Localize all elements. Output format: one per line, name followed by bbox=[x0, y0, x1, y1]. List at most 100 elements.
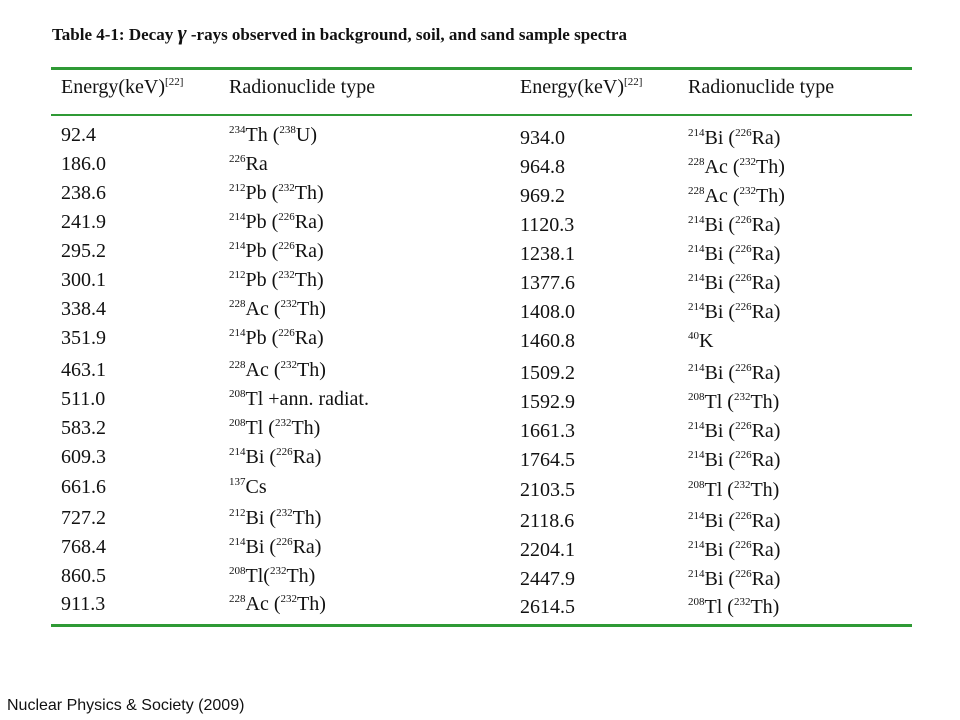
nuclide-cell-left: 228Ac (232Th) bbox=[229, 298, 326, 320]
energy-cell-left: 338.4 bbox=[61, 298, 106, 320]
title-prefix: Table 4-1: Decay bbox=[52, 25, 174, 44]
table-row: 463.1 228Ac (232Th) 1509.2 214Bi (226Ra) bbox=[51, 359, 912, 388]
nuclide-cell-left: 212Pb (232Th) bbox=[229, 182, 324, 204]
nuclide-cell-right: 214Bi (226Ra) bbox=[688, 510, 781, 532]
nuclide-cell-left: 137Cs bbox=[229, 476, 267, 498]
nuclide-cell-left: 214Pb (226Ra) bbox=[229, 240, 324, 262]
table-row: 609.3 214Bi (226Ra) 1764.5 214Bi (226Ra) bbox=[51, 446, 912, 475]
header-energy-right-ref: [22] bbox=[624, 76, 643, 88]
energy-cell-right: 934.0 bbox=[520, 127, 565, 149]
energy-cell-left: 583.2 bbox=[61, 417, 106, 439]
nuclide-cell-right: 214Bi (226Ra) bbox=[688, 243, 781, 265]
energy-cell-left: 511.0 bbox=[61, 388, 106, 410]
energy-cell-right: 1509.2 bbox=[520, 362, 575, 384]
energy-cell-left: 92.4 bbox=[61, 124, 96, 146]
nuclide-cell-right: 228Ac (232Th) bbox=[688, 185, 785, 207]
nuclide-cell-left: 228Ac (232Th) bbox=[229, 359, 326, 381]
table-title: Table 4-1: Decay γ -rays observed in bac… bbox=[52, 20, 627, 46]
nuclide-cell-right: 228Ac (232Th) bbox=[688, 156, 785, 178]
table-row: 727.2 212Bi (232Th) 2118.6 214Bi (226Ra) bbox=[51, 507, 912, 536]
nuclide-cell-left: 214Bi (226Ra) bbox=[229, 446, 322, 468]
energy-cell-left: 463.1 bbox=[61, 359, 106, 381]
energy-cell-right: 2204.1 bbox=[520, 539, 575, 561]
footer-source: Nuclear Physics & Society (2009) bbox=[7, 697, 245, 714]
energy-cell-right: 2447.9 bbox=[520, 568, 575, 590]
title-suffix: -rays observed in background, soil, and … bbox=[186, 25, 627, 44]
energy-cell-right: 1120.3 bbox=[520, 214, 575, 236]
table-row: 511.0 208Tl +ann. radiat. 1592.9 208Tl (232… bbox=[51, 388, 912, 417]
header-energy-right-label: Energy(keV) bbox=[520, 76, 625, 98]
header-nuclide-right: Radionuclide type bbox=[688, 76, 835, 98]
nuclide-cell-left: 212Bi (232Th) bbox=[229, 507, 322, 529]
energy-cell-left: 609.3 bbox=[61, 446, 106, 468]
energy-cell-left: 295.2 bbox=[61, 240, 106, 262]
energy-cell-left: 727.2 bbox=[61, 507, 106, 529]
nuclide-cell-right: 208Tl (232Th) bbox=[688, 391, 780, 413]
nuclide-cell-right: 214Bi (226Ra) bbox=[688, 272, 781, 294]
nuclide-cell-right: 214Bi (226Ra) bbox=[688, 539, 781, 561]
energy-cell-left: 238.6 bbox=[61, 182, 106, 204]
nuclide-cell-left: 208Tl +ann. radiat. bbox=[229, 388, 369, 410]
table-row: 768.4 214Bi (226Ra) 2204.1 214Bi (226Ra) bbox=[51, 536, 912, 565]
energy-cell-left: 911.3 bbox=[61, 593, 106, 615]
energy-cell-left: 351.9 bbox=[61, 327, 106, 349]
table-row: 300.1 212Pb (232Th) 1377.6 214Bi (226Ra) bbox=[51, 269, 912, 298]
energy-cell-left: 300.1 bbox=[61, 269, 106, 291]
energy-cell-left: 860.5 bbox=[61, 565, 106, 587]
table-body: 92.4 234Th (238U) 934.0 214Bi (226Ra) 186.0 2… bbox=[51, 116, 912, 624]
header-energy-left-label: Energy(keV) bbox=[61, 76, 166, 98]
energy-cell-right: 1408.0 bbox=[520, 301, 575, 323]
table-header-row: Energy(keV)[22] Radionuclide type Energy… bbox=[51, 70, 912, 116]
energy-cell-right: 2118.6 bbox=[520, 510, 575, 532]
nuclide-cell-left: 208Tl (232Th) bbox=[229, 417, 321, 439]
header-energy-right: Energy(keV)[22] bbox=[520, 76, 642, 99]
nuclide-cell-left: 214Pb (226Ra) bbox=[229, 211, 324, 233]
energy-cell-right: 1238.1 bbox=[520, 243, 575, 265]
table-row: 295.2 214Pb (226Ra) 1238.1 214Bi (226Ra) bbox=[51, 240, 912, 269]
table-row: 338.4 228Ac (232Th) 1408.0 214Bi (226Ra) bbox=[51, 298, 912, 327]
decay-table: Energy(keV)[22] Radionuclide type Energy… bbox=[51, 67, 912, 627]
energy-cell-right: 2614.5 bbox=[520, 596, 575, 618]
energy-cell-left: 186.0 bbox=[61, 153, 106, 175]
nuclide-cell-left: 234Th (238U) bbox=[229, 124, 318, 146]
gamma-symbol: γ bbox=[177, 20, 187, 45]
nuclide-cell-right: 214Bi (226Ra) bbox=[688, 568, 781, 590]
table-row: 351.9 214Pb (226Ra) 1460.8 40K bbox=[51, 327, 912, 356]
nuclide-cell-left: 214Pb (226Ra) bbox=[229, 327, 324, 349]
header-energy-left-ref: [22] bbox=[165, 76, 184, 88]
nuclide-cell-right: 208Tl (232Th) bbox=[688, 479, 780, 501]
energy-cell-right: 1592.9 bbox=[520, 391, 575, 413]
nuclide-cell-right: 214Bi (226Ra) bbox=[688, 420, 781, 442]
energy-cell-right: 2103.5 bbox=[520, 479, 575, 501]
nuclide-cell-right: 214Bi (226Ra) bbox=[688, 449, 781, 471]
energy-cell-left: 241.9 bbox=[61, 211, 106, 233]
table-row: 583.2 208Tl (232Th) 1661.3 214Bi (226Ra) bbox=[51, 417, 912, 446]
nuclide-cell-left: 208Tl(232Th) bbox=[229, 565, 316, 587]
energy-cell-right: 1764.5 bbox=[520, 449, 575, 471]
nuclide-cell-left: 226Ra bbox=[229, 153, 268, 175]
header-nuclide-left: Radionuclide type bbox=[229, 76, 376, 98]
energy-cell-left: 661.6 bbox=[61, 476, 106, 498]
table-row: 241.9 214Pb (226Ra) 1120.3 214Bi (226Ra) bbox=[51, 211, 912, 240]
table-row: 238.6 212Pb (232Th) 969.2 228Ac (232Th) bbox=[51, 182, 912, 211]
energy-cell-right: 969.2 bbox=[520, 185, 565, 207]
nuclide-cell-left: 228Ac (232Th) bbox=[229, 593, 326, 615]
energy-cell-left: 768.4 bbox=[61, 536, 106, 558]
energy-cell-right: 1377.6 bbox=[520, 272, 575, 294]
nuclide-cell-left: 214Bi (226Ra) bbox=[229, 536, 322, 558]
table-row: 92.4 234Th (238U) 934.0 214Bi (226Ra) bbox=[51, 124, 912, 153]
energy-cell-right: 1661.3 bbox=[520, 420, 575, 442]
energy-cell-right: 964.8 bbox=[520, 156, 565, 178]
nuclide-cell-right: 40K bbox=[688, 330, 714, 352]
table-row: 661.6 137Cs 2103.5 208Tl (232Th) bbox=[51, 476, 912, 505]
nuclide-cell-right: 214Bi (226Ra) bbox=[688, 214, 781, 236]
nuclide-cell-right: 208Tl (232Th) bbox=[688, 596, 780, 618]
energy-cell-right: 1460.8 bbox=[520, 330, 575, 352]
table-row: 186.0 226Ra 964.8 228Ac (232Th) bbox=[51, 153, 912, 182]
header-energy-left: Energy(keV)[22] bbox=[61, 76, 183, 99]
nuclide-cell-right: 214Bi (226Ra) bbox=[688, 362, 781, 384]
nuclide-cell-left: 212Pb (232Th) bbox=[229, 269, 324, 291]
table-row: 860.5 208Tl(232Th) 2447.9 214Bi (226Ra) bbox=[51, 565, 912, 594]
nuclide-cell-right: 214Bi (226Ra) bbox=[688, 127, 781, 149]
nuclide-cell-right: 214Bi (226Ra) bbox=[688, 301, 781, 323]
